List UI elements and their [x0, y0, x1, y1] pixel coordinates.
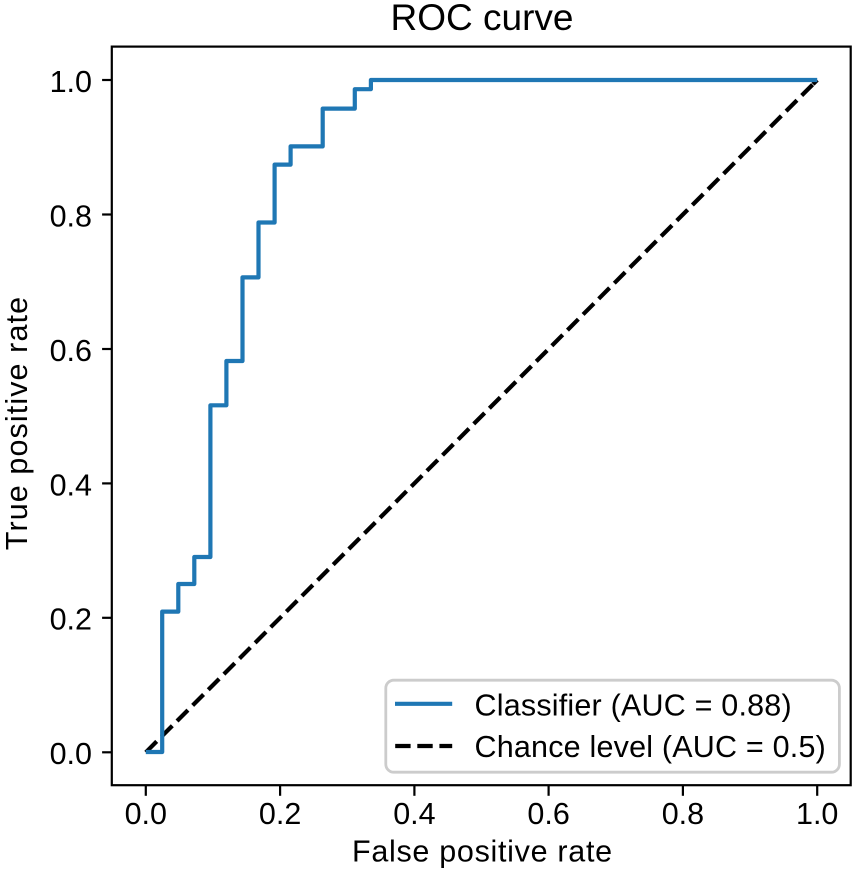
svg-text:0.6: 0.6 [50, 334, 92, 368]
svg-text:ROC curve: ROC curve [391, 0, 574, 38]
svg-text:0.0: 0.0 [125, 797, 167, 831]
svg-text:0.2: 0.2 [50, 603, 92, 637]
svg-text:1.0: 1.0 [50, 65, 92, 99]
svg-text:0.2: 0.2 [259, 797, 301, 831]
svg-text:0.8: 0.8 [50, 199, 92, 233]
svg-text:True positive rate: True positive rate [0, 296, 34, 550]
svg-text:0.4: 0.4 [50, 468, 92, 502]
svg-text:False positive rate: False positive rate [352, 835, 613, 869]
svg-text:Classifier (AUC = 0.88): Classifier (AUC = 0.88) [475, 689, 792, 723]
svg-text:0.6: 0.6 [527, 797, 569, 831]
svg-text:1.0: 1.0 [796, 797, 838, 831]
svg-text:0.0: 0.0 [50, 737, 92, 771]
svg-text:0.8: 0.8 [662, 797, 704, 831]
svg-text:0.4: 0.4 [393, 797, 435, 831]
svg-text:Chance level (AUC = 0.5): Chance level (AUC = 0.5) [475, 730, 826, 764]
